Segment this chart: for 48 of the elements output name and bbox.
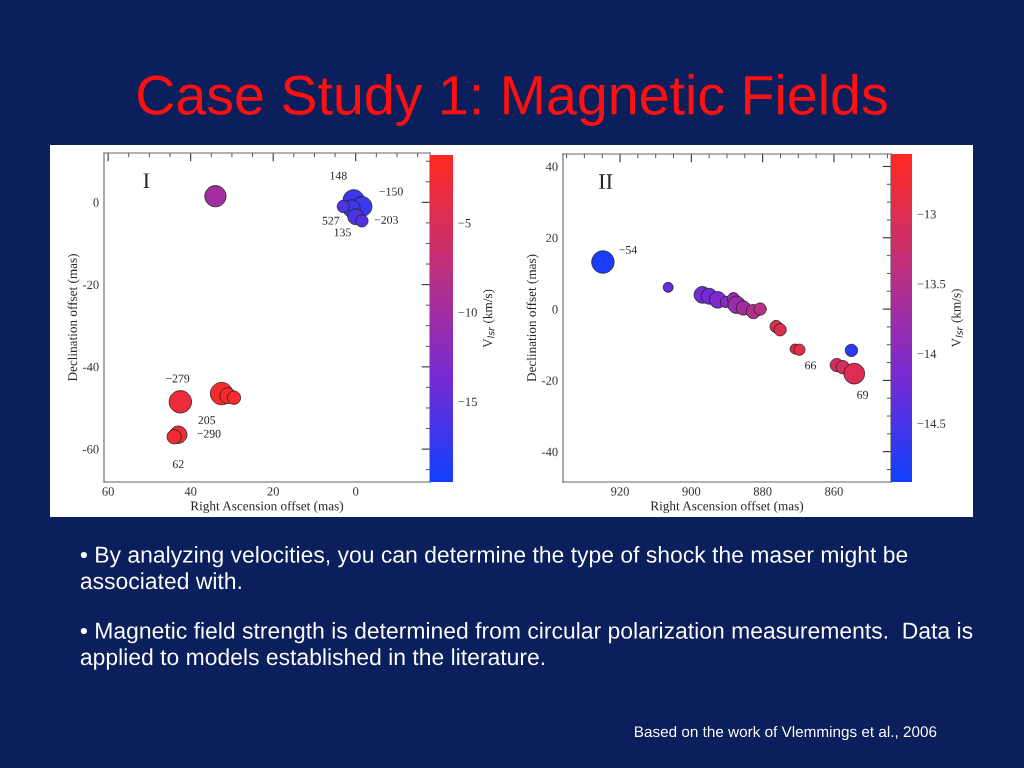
y-tick-label: 40 (545, 162, 558, 171)
y-tick-label: 0 (93, 198, 99, 207)
y-axis-title: Declination offset (mas) (67, 254, 80, 382)
color-bar-label: −14 (917, 349, 937, 358)
annotation: −290 (197, 429, 221, 438)
annotation: −279 (165, 374, 190, 383)
x-tick-label: 880 (753, 487, 772, 496)
x-tick-label: 900 (682, 487, 701, 496)
annotation: 148 (330, 171, 347, 180)
annotation: 205 (198, 416, 216, 425)
y-tick-label: 0 (552, 305, 558, 314)
color-bar-label: −13.5 (917, 279, 946, 289)
color-bar-title: V$_{lsr}$ (km/s) (482, 289, 495, 348)
text: • Magnetic field strength is determined from circular polarization measurements. Data is applied to models established in the literature. (80, 622, 973, 670)
annotation: −150 (379, 187, 403, 196)
y-tick-label: -20 (541, 376, 558, 385)
x-tick-label: 60 (102, 487, 114, 496)
x-axis-title: Right Ascension offset (mas) (650, 500, 804, 514)
color-bar-label: −5 (458, 219, 471, 228)
x-tick-label: 920 (611, 487, 629, 496)
color-bar-label: −15 (458, 397, 477, 407)
chart-title: Case Study 1: Magnetic Fields (138, 74, 887, 126)
y-tick-label: 20 (546, 233, 558, 243)
y-tick-label: -40 (82, 362, 99, 372)
x-tick-label: 20 (267, 487, 279, 496)
y-axis-title: Declination offset (mas) (526, 254, 539, 382)
x-axis-title: Right Ascension offset (mas) (190, 500, 344, 514)
annotation: −54 (619, 245, 637, 254)
annotation: II (599, 174, 613, 189)
annotation: −203 (374, 215, 398, 224)
text: Based on the work of Vlemmings et al., 2006 (635, 725, 937, 741)
text: • By analyzing velocities, you can determine the type of shock the maser might be associated with. (80, 546, 908, 590)
annotation: I (143, 173, 150, 188)
annotation: 527 (322, 216, 340, 225)
x-tick-label: 0 (353, 487, 359, 496)
color-bar-label: −10 (458, 308, 477, 317)
color-bar-label: −13 (917, 210, 936, 219)
annotation: 135 (334, 228, 351, 237)
y-tick-label: -40 (541, 447, 558, 457)
color-bar-title: V$_{lsr}$ (km/s) (951, 289, 964, 348)
x-tick-label: 40 (184, 487, 197, 496)
annotation: 62 (172, 460, 184, 469)
annotation: 66 (805, 361, 817, 370)
annotation: 69 (857, 390, 869, 399)
y-tick-label: -60 (82, 445, 99, 454)
color-bar-label: −14.5 (917, 419, 946, 428)
x-tick-label: 860 (825, 487, 843, 496)
y-tick-label: -20 (82, 280, 99, 290)
